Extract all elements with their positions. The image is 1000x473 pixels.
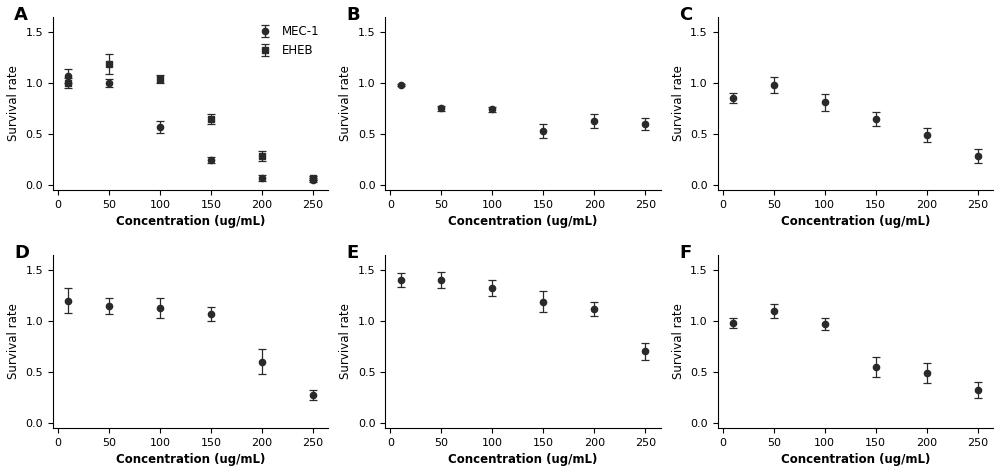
Y-axis label: Survival rate: Survival rate bbox=[672, 303, 685, 379]
Text: F: F bbox=[679, 245, 691, 263]
Y-axis label: Survival rate: Survival rate bbox=[7, 303, 20, 379]
X-axis label: Concentration (ug/mL): Concentration (ug/mL) bbox=[781, 215, 930, 228]
Y-axis label: Survival rate: Survival rate bbox=[339, 303, 352, 379]
X-axis label: Concentration (ug/mL): Concentration (ug/mL) bbox=[116, 453, 265, 466]
Text: A: A bbox=[14, 7, 28, 25]
Y-axis label: Survival rate: Survival rate bbox=[672, 65, 685, 141]
X-axis label: Concentration (ug/mL): Concentration (ug/mL) bbox=[781, 453, 930, 466]
Text: D: D bbox=[14, 245, 29, 263]
Text: E: E bbox=[347, 245, 359, 263]
Legend: MEC-1, EHEB: MEC-1, EHEB bbox=[250, 23, 322, 60]
Text: C: C bbox=[679, 7, 692, 25]
X-axis label: Concentration (ug/mL): Concentration (ug/mL) bbox=[116, 215, 265, 228]
Y-axis label: Survival rate: Survival rate bbox=[339, 65, 352, 141]
Text: B: B bbox=[347, 7, 360, 25]
X-axis label: Concentration (ug/mL): Concentration (ug/mL) bbox=[448, 215, 598, 228]
Y-axis label: Survival rate: Survival rate bbox=[7, 65, 20, 141]
X-axis label: Concentration (ug/mL): Concentration (ug/mL) bbox=[448, 453, 598, 466]
